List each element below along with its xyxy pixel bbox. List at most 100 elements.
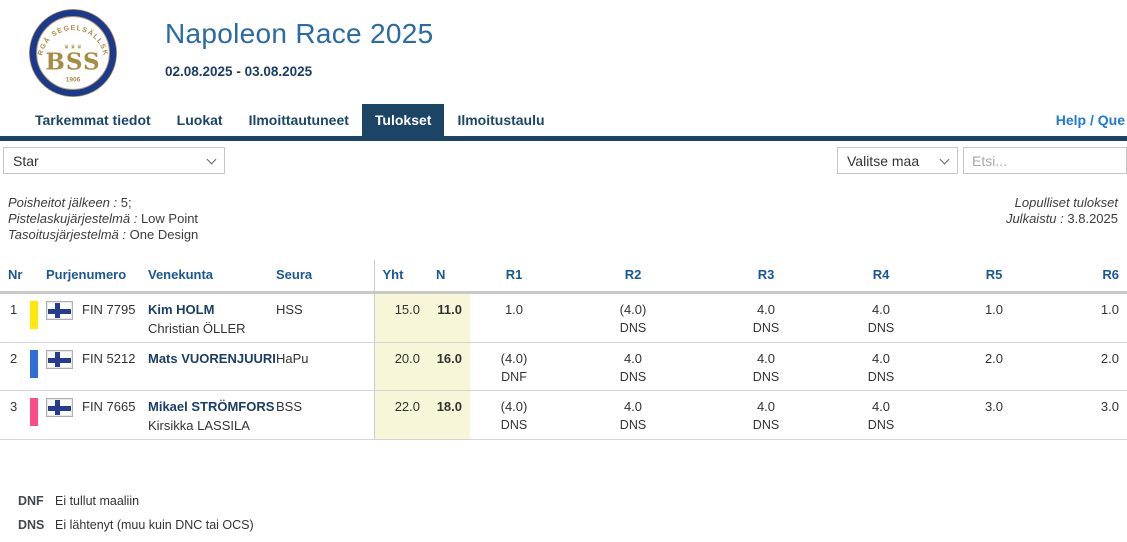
chevron-down-icon xyxy=(939,154,950,164)
class-color-bar xyxy=(30,350,38,378)
table-row: 3 FIN 7665 Mikael STRÖMFORS Kirsikka LAS… xyxy=(0,390,1127,440)
rank: 2 xyxy=(0,342,30,391)
sail-number: FIN 7795 xyxy=(82,292,148,343)
col-header-nr: Nr xyxy=(0,260,30,294)
race-result-r6: 1.0 xyxy=(1050,292,1127,343)
filter-row: Star Valitse maa xyxy=(0,147,1127,174)
class-select-value: Star xyxy=(13,152,39,169)
race-result-r3: 4.0 DNS xyxy=(708,390,824,440)
col-header-bar xyxy=(30,260,46,294)
published-value: 3.8.2025 xyxy=(1067,211,1118,226)
results-table: Nr Purjenumero Venekunta Seura Yht N R1 … xyxy=(0,260,1127,440)
col-header-yht: Yht xyxy=(373,260,424,294)
country-select-value: Valitse maa xyxy=(847,152,920,169)
scoring-info-left: Poisheitot jälkeen : 5; Pistelaskujärjes… xyxy=(8,195,198,243)
col-header-r4: R4 xyxy=(824,260,938,294)
net-points: 16.0 xyxy=(424,342,470,391)
col-header-n: N xyxy=(424,260,470,294)
class-select[interactable]: Star xyxy=(3,147,225,174)
helm-name: Mikael STRÖMFORS xyxy=(148,399,275,414)
handicap-system-label: Tasoitusjärjestelmä : xyxy=(8,227,127,242)
legend-row-dnf: DNF Ei tullut maaliin xyxy=(18,494,1127,508)
race-result-r5: 3.0 xyxy=(938,390,1050,440)
scoring-codes-legend: DNF Ei tullut maaliin DNS Ei lähtenyt (m… xyxy=(0,494,1127,532)
rank: 1 xyxy=(0,292,30,343)
race-result-r2: (4.0) DNS xyxy=(558,292,708,343)
masthead: BORGÅ SEGELSÄLLSKAP ♛ ♛ ♛ BSS 1906 Napol… xyxy=(0,0,1127,104)
col-header-seura: Seura xyxy=(276,260,374,294)
total-points: 20.0 xyxy=(373,342,424,391)
tab-tulokset[interactable]: Tulokset xyxy=(361,104,445,136)
crew-name: Christian ÖLLER xyxy=(148,321,246,336)
finland-flag-icon xyxy=(46,398,73,417)
crew-name: Kirsikka LASSILA xyxy=(148,418,250,433)
legend-text: Ei tullut maaliin xyxy=(55,494,140,508)
filters-right: Valitse maa xyxy=(837,147,1127,174)
col-header-r6: R6 xyxy=(1050,260,1127,294)
race-result-r6: 3.0 xyxy=(1050,390,1127,440)
search-input[interactable] xyxy=(963,147,1127,174)
col-header-purjenumero: Purjenumero xyxy=(46,260,148,294)
scoring-system-label: Pistelaskujärjestelmä : xyxy=(8,211,138,226)
discards-label: Poisheitot jälkeen : xyxy=(8,195,118,210)
net-points: 18.0 xyxy=(424,390,470,440)
race-result-r2: 4.0 DNS xyxy=(558,390,708,440)
legend-text: Ei lähtenyt (muu kuin DNC tai OCS) xyxy=(55,518,254,532)
svg-text:♛ ♛ ♛: ♛ ♛ ♛ xyxy=(64,44,82,51)
club: HaPu xyxy=(276,342,374,391)
table-header-row: Nr Purjenumero Venekunta Seura Yht N R1 … xyxy=(0,260,1127,294)
page-title: Napoleon Race 2025 xyxy=(165,18,434,49)
svg-text:1906: 1906 xyxy=(66,77,81,84)
class-color-bar xyxy=(30,398,38,426)
race-result-r3: 4.0 DNS xyxy=(708,342,824,391)
race-result-r1: (4.0) DNS xyxy=(470,390,558,440)
col-header-r2: R2 xyxy=(558,260,708,294)
sail-number: FIN 5212 xyxy=(82,342,148,391)
col-header-venekunta: Venekunta xyxy=(148,260,276,294)
finland-flag-icon xyxy=(46,301,73,320)
table-row: 2 FIN 5212 Mats VUORENJUURI HaPu 20.0 16… xyxy=(0,342,1127,391)
legend-code: DNF xyxy=(18,494,44,508)
total-points: 22.0 xyxy=(373,390,424,440)
col-header-r5: R5 xyxy=(938,260,1050,294)
scoring-system-value: Low Point xyxy=(140,211,199,226)
tab-luokat[interactable]: Luokat xyxy=(176,112,223,128)
legend-code: DNS xyxy=(18,518,45,532)
race-result-r4: 4.0 DNS xyxy=(824,390,938,440)
club: BSS xyxy=(276,390,374,440)
help-link[interactable]: Help / Que xyxy=(1055,112,1125,128)
race-result-r4: 4.0 DNS xyxy=(824,292,938,343)
race-result-r4: 4.0 DNS xyxy=(824,342,938,391)
event-dates: 02.08.2025 - 03.08.2025 xyxy=(165,64,313,79)
club: HSS xyxy=(276,292,374,343)
legend-row-dns: DNS Ei lähtenyt (muu kuin DNC tai OCS) xyxy=(18,518,1127,532)
tab-ilmoitustaulu[interactable]: Ilmoitustaulu xyxy=(457,112,545,128)
discards-value: 5; xyxy=(120,195,132,210)
class-color-bar xyxy=(30,301,38,329)
race-result-r1: (4.0) DNF xyxy=(470,342,558,391)
race-result-r6: 2.0 xyxy=(1050,342,1127,391)
tab-tarkemmat-tiedot[interactable]: Tarkemmat tiedot xyxy=(35,112,151,128)
finland-flag-icon xyxy=(46,350,73,369)
country-select[interactable]: Valitse maa xyxy=(837,147,958,174)
rank: 3 xyxy=(0,390,30,440)
race-result-r3: 4.0 DNS xyxy=(708,292,824,343)
masthead-text: Napoleon Race 2025 02.08.2025 - 03.08.20… xyxy=(165,8,434,79)
bss-logo-icon: BORGÅ SEGELSÄLLSKAP ♛ ♛ ♛ BSS 1906 xyxy=(25,3,117,97)
race-result-r1: 1.0 xyxy=(470,292,558,343)
chevron-down-icon xyxy=(206,154,217,164)
total-points: 15.0 xyxy=(373,292,424,343)
race-result-r5: 2.0 xyxy=(938,342,1050,391)
net-points: 11.0 xyxy=(424,292,470,343)
scoring-info: Poisheitot jälkeen : 5; Pistelaskujärjes… xyxy=(0,195,1127,243)
club-logo: BORGÅ SEGELSÄLLSKAP ♛ ♛ ♛ BSS 1906 xyxy=(25,3,118,98)
helm-name: Mats VUORENJUURI xyxy=(148,351,276,366)
helm-name: Kim HOLM xyxy=(148,302,215,317)
col-header-r3: R3 xyxy=(708,260,824,294)
handicap-system-value: One Design xyxy=(129,227,199,242)
published-label: Julkaistu : xyxy=(1005,211,1064,226)
race-result-r2: 4.0 DNS xyxy=(558,342,708,391)
svg-text:BSS: BSS xyxy=(45,49,100,76)
tab-ilmoittautuneet[interactable]: Ilmoittautuneet xyxy=(248,112,349,128)
